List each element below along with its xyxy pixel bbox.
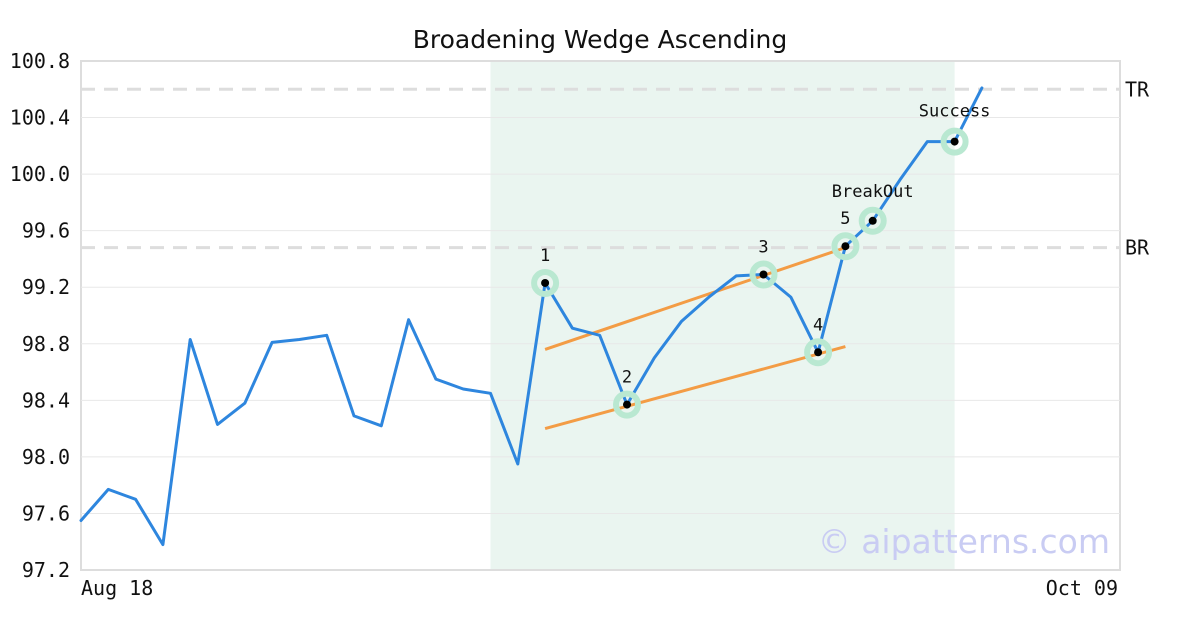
marker-ring [531, 268, 560, 297]
y-tick-label: 100.8 [10, 49, 70, 73]
marker-dot [541, 278, 550, 287]
y-tick-label: 100.0 [10, 162, 70, 186]
watermark: © aipatterns.com [818, 522, 1110, 561]
marker-ring [804, 338, 833, 367]
marker-label: 2 [622, 368, 632, 388]
marker-ring [858, 206, 887, 235]
trendline [544, 246, 846, 351]
chart-title: Broadening Wedge Ascending [413, 25, 788, 54]
trendline [544, 345, 846, 431]
y-tick-label: 97.6 [22, 501, 70, 525]
marker-label: 1 [540, 246, 550, 266]
marker-dot [868, 216, 877, 225]
marker-ring [749, 260, 778, 289]
marker-dot [623, 400, 631, 409]
marker-dot [814, 348, 823, 357]
pattern-highlight [490, 62, 955, 569]
marker-label: 5 [840, 209, 850, 229]
marker-ring [613, 390, 641, 419]
y-tick-label: 98.8 [22, 332, 70, 356]
y-tick-label: 100.4 [10, 106, 70, 130]
marker-dot [759, 270, 768, 279]
y-tick-label: 99.6 [22, 219, 70, 243]
marker-dot [841, 242, 850, 251]
level-label: BR [1125, 236, 1150, 260]
y-tick-label: 97.2 [22, 558, 70, 582]
marker-label: 3 [758, 237, 768, 257]
marker-label: 4 [813, 315, 823, 335]
marker-label: Success [919, 102, 991, 122]
y-tick-label: 99.2 [22, 275, 70, 299]
marker-label: BreakOut [832, 182, 914, 202]
x-tick-label: Aug 18 [81, 576, 153, 600]
x-tick-label: Oct 09 [1046, 576, 1118, 600]
marker-dot [950, 137, 959, 146]
y-tick-label: 98.4 [22, 388, 70, 412]
marker-ring [831, 232, 860, 261]
y-tick-label: 98.0 [22, 445, 70, 469]
price-series-line [79, 86, 984, 547]
level-label: TR [1125, 77, 1150, 101]
marker-ring [940, 127, 969, 156]
